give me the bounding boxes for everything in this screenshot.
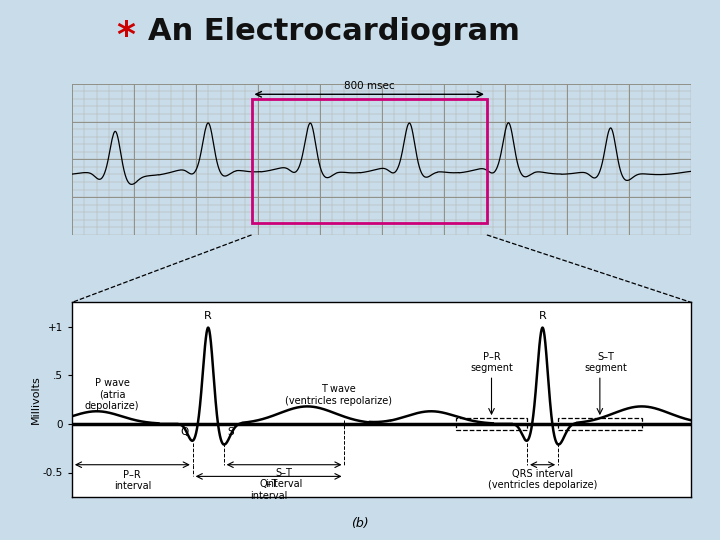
- Text: (b): (b): [351, 516, 369, 530]
- Text: QRS interval
(ventricles depolarize): QRS interval (ventricles depolarize): [488, 469, 598, 490]
- Text: 800 msec: 800 msec: [344, 81, 395, 91]
- Text: P wave
(atria
depolarize): P wave (atria depolarize): [85, 378, 140, 411]
- Text: An Electrocardiogram: An Electrocardiogram: [148, 17, 519, 46]
- Text: R: R: [204, 311, 212, 321]
- Text: P–R
interval: P–R interval: [114, 470, 151, 491]
- Text: T wave
(ventricles repolarize): T wave (ventricles repolarize): [284, 384, 392, 406]
- Bar: [456, 418, 527, 430]
- Text: P–R
segment: P–R segment: [470, 352, 513, 373]
- Text: S: S: [228, 427, 234, 437]
- Text: *: *: [117, 19, 135, 53]
- Y-axis label: Millivolts: Millivolts: [32, 375, 41, 424]
- Text: Q: Q: [181, 427, 189, 437]
- Bar: [251, 99, 487, 223]
- Text: R: R: [539, 311, 546, 321]
- Text: S–T
segment: S–T segment: [585, 352, 628, 373]
- Text: S–T
interval: S–T interval: [266, 468, 303, 489]
- Bar: [558, 418, 642, 430]
- Text: Q–T
interval: Q–T interval: [250, 480, 287, 501]
